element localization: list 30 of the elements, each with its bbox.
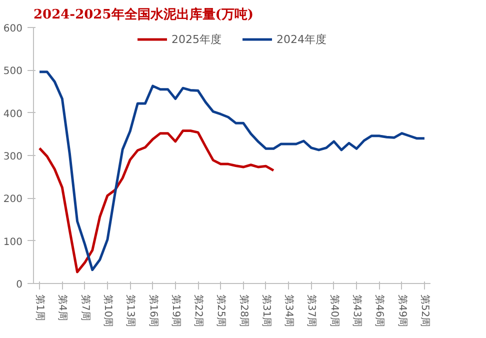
x-tick-label: 第10周: [102, 294, 114, 328]
x-tick-label: 第1周: [34, 294, 46, 321]
y-tick-label: 400: [3, 108, 23, 120]
x-tick-label: 第31周: [260, 294, 272, 328]
x-tick-label: 第40周: [328, 294, 340, 328]
x-tick-label: 第43周: [351, 294, 364, 328]
x-tick-label: 第16周: [147, 294, 160, 328]
x-tick-label: 第46周: [374, 294, 386, 328]
x-tick-label: 第19周: [170, 294, 182, 328]
x-tick-label: 第22周: [192, 294, 205, 328]
x-tick-label: 第52周: [418, 294, 431, 328]
y-tick-label: 300: [3, 152, 23, 162]
x-tick-label: 第37周: [306, 294, 318, 328]
x-tick-label: 第25周: [215, 294, 228, 328]
chart-title: 2024-2025年全国水泥出库量(万吨): [34, 6, 254, 22]
line-series: [38, 70, 426, 272]
line-series: [38, 130, 275, 274]
x-tick-label: 第49周: [396, 294, 408, 328]
y-tick-label: 500: [3, 66, 23, 78]
legend-label: 2024年度: [276, 32, 326, 46]
y-tick-label: 200: [3, 194, 23, 206]
y-tick-label: 600: [3, 24, 23, 34]
x-tick-label: 第13周: [124, 294, 137, 328]
x-tick-label: 第7周: [79, 294, 92, 321]
x-tick-label: 第28周: [238, 294, 250, 328]
y-tick-label: 0: [16, 280, 23, 290]
legend-label: 2025年度: [172, 32, 222, 46]
x-tick-label: 第34周: [283, 294, 296, 328]
y-tick-label: 100: [3, 236, 23, 248]
x-tick-label: 第4周: [56, 294, 69, 321]
